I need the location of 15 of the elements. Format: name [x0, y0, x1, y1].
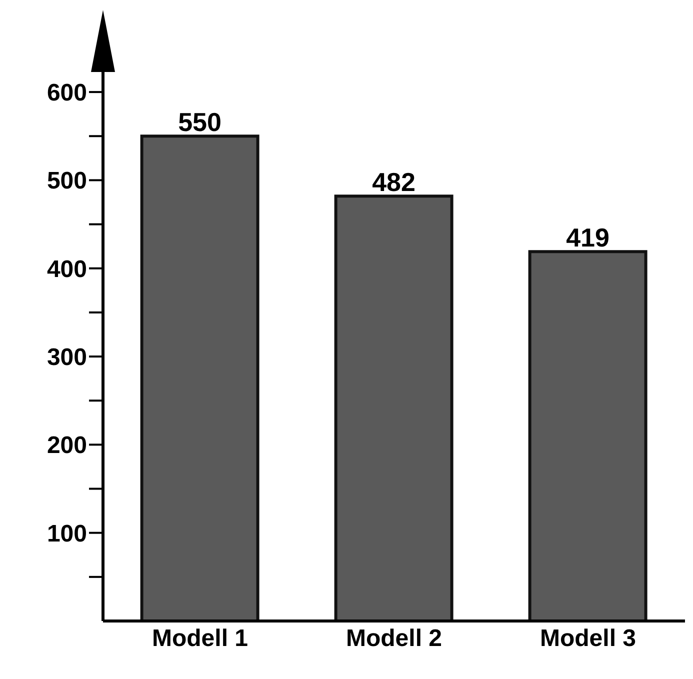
data-label: 482	[372, 167, 416, 198]
data-label: 419	[566, 222, 610, 253]
data-label: 550	[178, 107, 222, 138]
y-tick-label: 100	[46, 520, 87, 548]
y-tick-label: 500	[46, 168, 87, 195]
x-tick-label: Modell 2	[346, 625, 442, 652]
y-tick-label: 400	[46, 256, 87, 283]
y-tick-label: 600	[46, 80, 87, 107]
y-tick-label: 200	[46, 432, 87, 460]
bar	[140, 134, 260, 621]
bar	[528, 250, 648, 621]
y-tick-label: 300	[46, 344, 87, 372]
x-tick-label: Modell 3	[540, 625, 636, 652]
x-tick-label: Modell 1	[152, 625, 248, 652]
bar	[334, 194, 454, 621]
